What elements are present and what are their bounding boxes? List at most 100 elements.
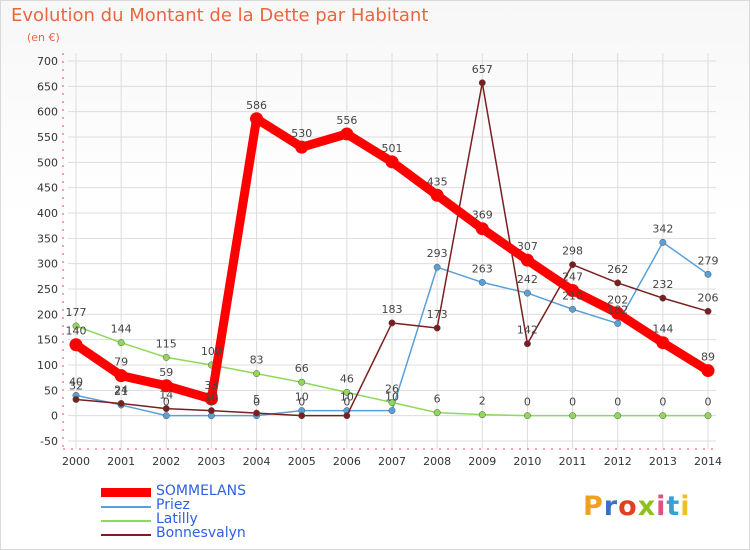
legend-item-priez: Priez [101,497,341,513]
point-latilly [162,353,170,361]
data-label-sommelans: 586 [246,99,267,112]
point-latilly [117,339,125,347]
data-label-sommelans: 144 [652,323,673,336]
y-tick-label: 650 [37,80,58,93]
data-label-priez: 10 [385,391,399,404]
point-priez [659,238,667,246]
y-tick-label: 150 [37,334,58,347]
y-tick-label: 100 [37,359,58,372]
data-label-latilly: 0 [569,396,576,409]
y-tick-label: 400 [37,207,58,220]
y-tick-label: 700 [37,55,58,68]
data-label-bonnesvalyn: 173 [427,308,448,321]
data-label-bonnesvalyn: 24 [114,384,128,397]
data-label-sommelans: 307 [517,240,538,253]
legend-swatch-priez [101,506,151,508]
legend: SOMMELANS Priez Latilly Bonnesvalyn [101,483,341,541]
y-tick-label: 550 [37,131,58,144]
x-tick-label: 2000 [62,455,90,468]
logo-letter: r [603,491,619,522]
point-bonnesvalyn [388,319,396,327]
data-label-sommelans: 89 [701,351,715,364]
data-label-bonnesvalyn: 142 [517,324,538,337]
logo-letter: P [583,491,604,522]
point-bonnesvalyn [433,324,441,332]
point-latilly [478,411,486,419]
y-tick-label: 350 [37,232,58,245]
point-bonnesvalyn [253,409,261,417]
point-bonnesvalyn [659,294,667,302]
proxiti-logo: Proxiti [583,491,691,522]
data-label-priez: 210 [562,289,583,302]
data-label-bonnesvalyn: 183 [382,303,403,316]
y-tick-label: 600 [37,106,58,119]
point-sommelans [204,392,218,406]
data-label-sommelans: 202 [607,293,628,306]
data-label-bonnesvalyn: 657 [472,63,493,76]
y-tick-label: 0 [51,410,58,423]
x-tick-label: 2005 [288,455,316,468]
data-label-sommelans: 247 [562,271,583,284]
data-label-sommelans: 59 [159,366,173,379]
data-label-latilly: 177 [66,306,87,319]
data-label-latilly: 0 [524,396,531,409]
data-label-latilly: 0 [705,396,712,409]
legend-label-sommelans: SOMMELANS [156,483,246,499]
data-label-latilly: 0 [614,396,621,409]
y-tick-label: 450 [37,182,58,195]
point-bonnesvalyn [72,396,80,403]
point-priez [478,278,486,286]
point-priez [433,263,441,271]
legend-swatch-bonnesvalyn [101,534,151,536]
series-layer [69,79,715,420]
point-bonnesvalyn [343,412,351,420]
data-label-priez: 10 [340,391,354,404]
point-latilly [569,412,577,420]
data-label-priez: 182 [607,303,628,316]
data-label-latilly: 26 [385,382,399,395]
data-label-latilly: 100 [201,345,222,358]
point-latilly [659,412,667,420]
legend-swatch-latilly [101,520,151,522]
data-label-latilly: 2 [479,395,486,408]
y-tick-label: -50 [40,435,58,448]
legend-item-latilly: Latilly [101,511,341,527]
data-label-sommelans: 140 [66,325,87,338]
data-label-priez: 242 [517,273,538,286]
data-label-sommelans: 33 [204,379,218,392]
data-label-bonnesvalyn: 10 [204,391,218,404]
point-bonnesvalyn [523,340,531,348]
data-label-bonnesvalyn: 262 [607,263,628,276]
data-label-bonnesvalyn: 206 [698,291,719,304]
point-sommelans [295,140,309,154]
point-latilly [433,409,441,417]
point-bonnesvalyn [704,307,712,315]
legend-swatch-sommelans [101,488,151,497]
legend-item-sommelans: SOMMELANS [101,483,341,499]
logo-letter: i [680,491,691,522]
point-sommelans [520,253,534,267]
logo-letter: t [666,491,681,522]
legend-label-priez: Priez [156,497,190,513]
data-label-latilly: 46 [340,372,354,385]
data-label-priez: 10 [295,391,309,404]
data-label-latilly: 115 [156,337,177,350]
data-label-bonnesvalyn: 0 [343,396,350,409]
point-sommelans [701,364,715,378]
data-label-priez: 293 [427,247,448,260]
data-label-sommelans: 369 [472,209,493,222]
point-priez [523,289,531,297]
data-label-bonnesvalyn: 32 [69,379,83,392]
point-sommelans [69,338,83,352]
data-label-sommelans: 435 [427,175,448,188]
point-latilly [704,412,712,420]
data-label-latilly: 0 [659,396,666,409]
point-bonnesvalyn [298,412,306,420]
data-label-priez: 263 [472,262,493,275]
data-label-bonnesvalyn: 0 [298,396,305,409]
point-sommelans [340,127,354,141]
x-tick-label: 2001 [107,455,135,468]
data-label-bonnesvalyn: 232 [652,278,673,291]
